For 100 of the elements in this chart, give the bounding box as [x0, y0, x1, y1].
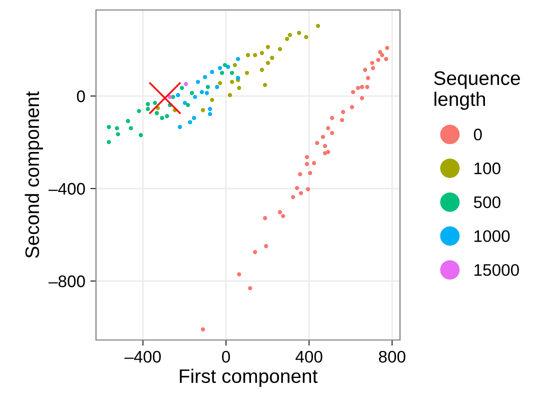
- legend-label: 0: [474, 128, 482, 140]
- point: [236, 56, 240, 62]
- point: [204, 90, 209, 96]
- point: [180, 86, 184, 90]
- point: [298, 191, 304, 196]
- y-tick-label: 0: [76, 90, 85, 102]
- point: [260, 50, 264, 56]
- point: [340, 118, 344, 122]
- point: [246, 53, 250, 58]
- point: [264, 244, 268, 248]
- point: [304, 162, 310, 166]
- point: [284, 36, 290, 41]
- point: [380, 53, 384, 58]
- point: [262, 216, 268, 220]
- x-axis-title: First component: [180, 368, 318, 387]
- point: [114, 126, 120, 130]
- point: [278, 210, 282, 214]
- point: [378, 50, 382, 54]
- point: [365, 84, 370, 90]
- point: [236, 86, 242, 90]
- point: [360, 96, 364, 100]
- point: [200, 327, 206, 332]
- point: [288, 32, 292, 38]
- point: [178, 124, 182, 130]
- x-tick-label: 400: [296, 350, 322, 363]
- point: [326, 126, 330, 130]
- point: [252, 53, 258, 58]
- point: [192, 116, 196, 120]
- point: [146, 106, 150, 112]
- point: [196, 80, 200, 84]
- point: [350, 105, 354, 110]
- point: [260, 68, 264, 72]
- point: [210, 98, 214, 102]
- x-tick-label: 800: [378, 350, 406, 363]
- point: [168, 94, 172, 100]
- point: [244, 70, 250, 75]
- point: [306, 187, 310, 192]
- point: [128, 126, 133, 130]
- point: [202, 74, 208, 80]
- point: [182, 100, 187, 106]
- point: [138, 133, 143, 138]
- point: [190, 90, 194, 96]
- x-tick-label: 0: [222, 350, 230, 363]
- point: [304, 34, 308, 40]
- point: [297, 30, 302, 35]
- point: [218, 66, 222, 70]
- point: [106, 140, 111, 144]
- point: [154, 111, 159, 116]
- point: [136, 108, 142, 114]
- point: [326, 150, 330, 154]
- point: [206, 84, 210, 90]
- point: [152, 100, 158, 106]
- point: [230, 80, 234, 84]
- y-tick-label: –800: [48, 275, 85, 288]
- point: [370, 60, 374, 66]
- point: [210, 70, 214, 74]
- point: [230, 70, 234, 75]
- point: [208, 112, 212, 116]
- point: [160, 116, 164, 120]
- point: [366, 76, 370, 80]
- point: [266, 44, 270, 50]
- point: [164, 114, 170, 118]
- point: [222, 62, 228, 68]
- point: [148, 82, 182, 114]
- point: [220, 70, 224, 75]
- point: [363, 68, 368, 72]
- legend-title: Sequence length: [434, 71, 520, 110]
- point: [192, 94, 198, 100]
- point: [341, 110, 346, 114]
- y-axis-title: Second component: [24, 91, 43, 258]
- point: [252, 250, 258, 254]
- point: [200, 108, 206, 112]
- point: [184, 82, 188, 86]
- point: [228, 93, 232, 98]
- x-tick-label: –400: [124, 350, 161, 363]
- point: [226, 64, 230, 69]
- point: [281, 214, 286, 218]
- point: [270, 56, 274, 60]
- point: [350, 90, 356, 94]
- point: [290, 195, 296, 200]
- point: [330, 130, 334, 136]
- point: [186, 102, 190, 108]
- point: [266, 60, 270, 66]
- point: [294, 186, 300, 190]
- legend-label: 15000: [474, 264, 519, 276]
- point: [360, 84, 364, 90]
- point: [384, 56, 388, 62]
- point: [200, 90, 204, 94]
- legend-label: 500: [474, 196, 500, 208]
- point: [308, 170, 312, 176]
- point: [232, 62, 237, 68]
- point: [248, 286, 252, 290]
- point: [312, 161, 316, 166]
- point: [320, 134, 326, 140]
- point: [330, 116, 334, 120]
- point: [356, 86, 360, 90]
- point: [385, 46, 390, 50]
- point: [278, 47, 282, 52]
- point: [376, 58, 380, 62]
- point: [322, 144, 328, 148]
